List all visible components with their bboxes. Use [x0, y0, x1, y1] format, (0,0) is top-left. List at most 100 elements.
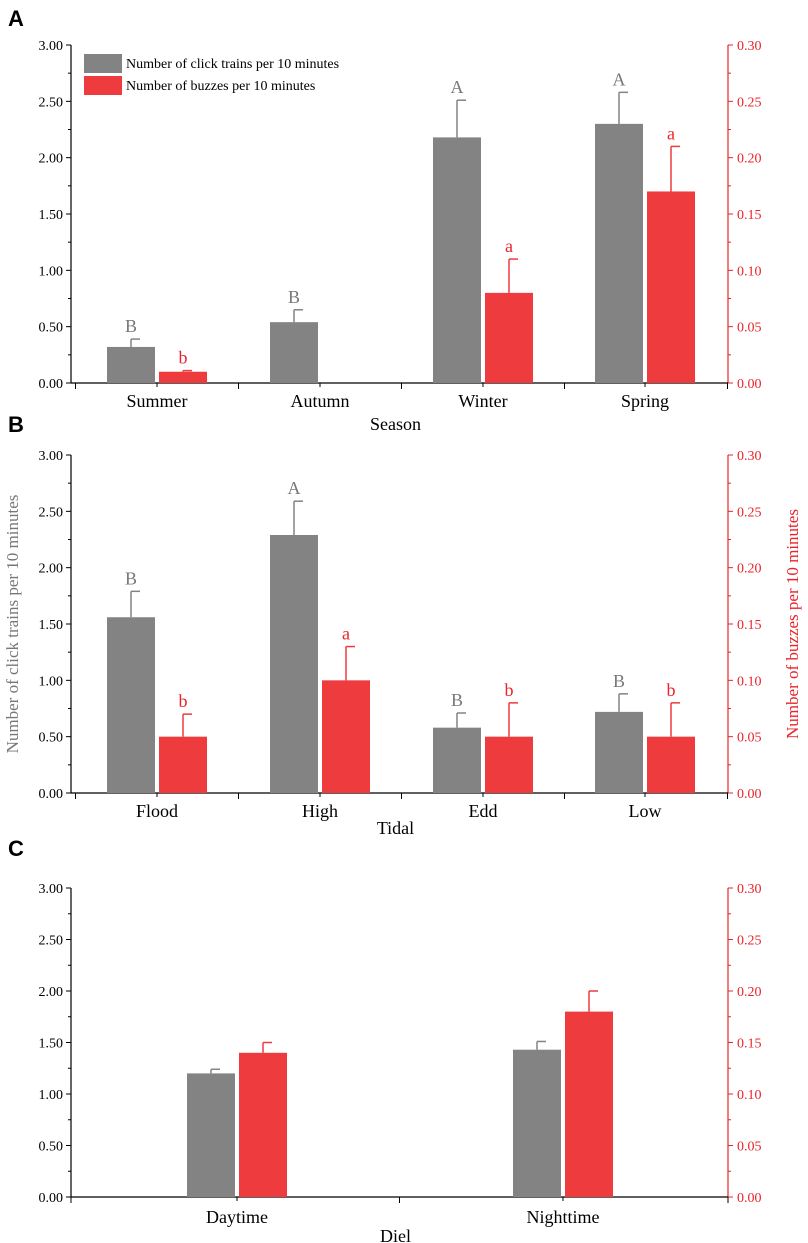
panel-label: C	[8, 836, 24, 861]
significance-letter: B	[125, 316, 137, 336]
category-label: Daytime	[206, 1207, 268, 1227]
right-tick-label: 0.20	[737, 562, 762, 577]
category-label: Flood	[136, 801, 178, 821]
right-tick-label: 0.25	[737, 505, 762, 520]
click-bar-spring	[595, 123, 643, 383]
right-tick-label: 0.15	[737, 208, 762, 223]
panel-label: A	[8, 6, 24, 31]
click-bar-winter	[433, 137, 481, 383]
right-tick-label: 0.20	[737, 152, 762, 167]
left-tick-label: 2.00	[39, 152, 64, 167]
significance-letter: a	[667, 123, 675, 143]
click-bar-edd	[433, 727, 481, 793]
right-tick-label: 0.10	[737, 674, 762, 689]
right-tick-label: 0.15	[737, 1037, 762, 1052]
right-axis-title: Number of buzzes per 10 minutes	[783, 509, 802, 739]
left-tick-label: 1.50	[39, 1037, 64, 1052]
panel-label: B	[8, 412, 24, 437]
buzz-bar-high	[322, 680, 370, 793]
category-label: Autumn	[290, 391, 349, 411]
left-tick-label: 0.50	[39, 731, 64, 746]
left-tick-label: 0.00	[39, 787, 64, 802]
legend-swatch-buzz	[84, 76, 122, 95]
significance-letter: B	[288, 287, 300, 307]
left-tick-label: 3.00	[39, 882, 64, 897]
click-bar-low	[595, 711, 643, 793]
click-bar-high	[270, 534, 318, 793]
right-tick-label: 0.10	[737, 264, 762, 279]
significance-letter: b	[179, 348, 188, 368]
category-label: Low	[629, 801, 662, 821]
legend: Number of click trains per 10 minutes Num…	[84, 54, 339, 95]
buzz-bar-summer	[159, 371, 207, 383]
significance-letter: b	[505, 680, 514, 700]
right-tick-label: 0.25	[737, 934, 762, 949]
left-tick-label: 1.00	[39, 674, 64, 689]
click-bar-summer	[107, 346, 155, 383]
category-label: Nighttime	[527, 1207, 600, 1227]
left-tick-label: 1.50	[39, 208, 64, 223]
buzz-bar-edd	[485, 736, 533, 793]
left-tick-label: 2.50	[39, 95, 64, 110]
left-tick-label: 3.00	[39, 449, 64, 464]
category-label: High	[302, 801, 338, 821]
left-tick-label: 2.50	[39, 505, 64, 520]
right-tick-label: 0.30	[737, 449, 762, 464]
panel-a: A 0.00 0.50 1.00 1.50 2.00 2.50 3.00 0.00 0.05 0.1…	[8, 6, 762, 434]
x-axis-title: Tidal	[377, 818, 414, 838]
left-tick-label: 3.00	[39, 39, 64, 54]
right-tick-label: 0.10	[737, 1088, 762, 1103]
left-tick-label: 1.00	[39, 1088, 64, 1103]
left-tick-label: 2.00	[39, 562, 64, 577]
significance-letter: B	[451, 690, 463, 710]
category-label: Winter	[458, 391, 507, 411]
buzz-bar-low	[647, 736, 695, 793]
right-tick-label: 0.00	[737, 1191, 762, 1206]
buzz-bar-flood	[159, 736, 207, 793]
significance-letter: B	[125, 568, 137, 588]
buzz-bar-nighttime	[565, 1011, 613, 1197]
left-tick-label: 2.50	[39, 934, 64, 949]
click-bar-flood	[107, 617, 155, 793]
significance-letter: B	[613, 671, 625, 691]
legend-swatch-click	[84, 54, 122, 73]
legend-label-click: Number of click trains per 10 minutes	[126, 57, 339, 72]
significance-letter: A	[613, 69, 626, 89]
legend-label-buzz: Number of buzzes per 10 minutes	[126, 79, 315, 94]
left-tick-label: 0.50	[39, 321, 64, 336]
click-bar-daytime	[187, 1073, 235, 1197]
panel-c: C 0.00 0.50 1.00 1.50 2.00 2.50 3.00 0.00 0.05 0.1…	[8, 836, 762, 1243]
click-bar-autumn	[270, 322, 318, 383]
significance-letter: b	[667, 680, 676, 700]
panel-b: B 0.00 0.50 1.00 1.50 2.00 2.50 3.00 0.00 0.05 0.1…	[3, 412, 802, 838]
right-tick-label: 0.30	[737, 882, 762, 897]
x-axis-title: Diel	[380, 1226, 411, 1243]
buzz-bar-spring	[647, 191, 695, 383]
left-tick-label: 2.00	[39, 985, 64, 1000]
x-axis-title: Season	[370, 414, 421, 434]
category-label: Summer	[127, 391, 188, 411]
right-tick-label: 0.20	[737, 985, 762, 1000]
right-tick-label: 0.05	[737, 1140, 762, 1155]
right-tick-label: 0.05	[737, 731, 762, 746]
significance-letter: A	[451, 77, 464, 97]
left-axis-title: Number of click trains per 10 minutes	[3, 495, 22, 754]
left-tick-label: 1.00	[39, 264, 64, 279]
right-tick-label: 0.05	[737, 321, 762, 336]
left-tick-label: 0.00	[39, 377, 64, 392]
right-tick-label: 0.25	[737, 95, 762, 110]
right-tick-label: 0.30	[737, 39, 762, 54]
significance-letter: A	[288, 478, 301, 498]
significance-letter: b	[179, 691, 188, 711]
right-tick-label: 0.00	[737, 787, 762, 802]
click-bar-nighttime	[513, 1049, 561, 1197]
left-tick-label: 0.50	[39, 1140, 64, 1155]
significance-letter: a	[505, 236, 513, 256]
left-tick-label: 0.00	[39, 1191, 64, 1206]
significance-letter: a	[342, 624, 350, 644]
right-tick-label: 0.00	[737, 377, 762, 392]
right-tick-label: 0.15	[737, 618, 762, 633]
category-label: Edd	[469, 801, 498, 821]
category-label: Spring	[621, 391, 669, 411]
